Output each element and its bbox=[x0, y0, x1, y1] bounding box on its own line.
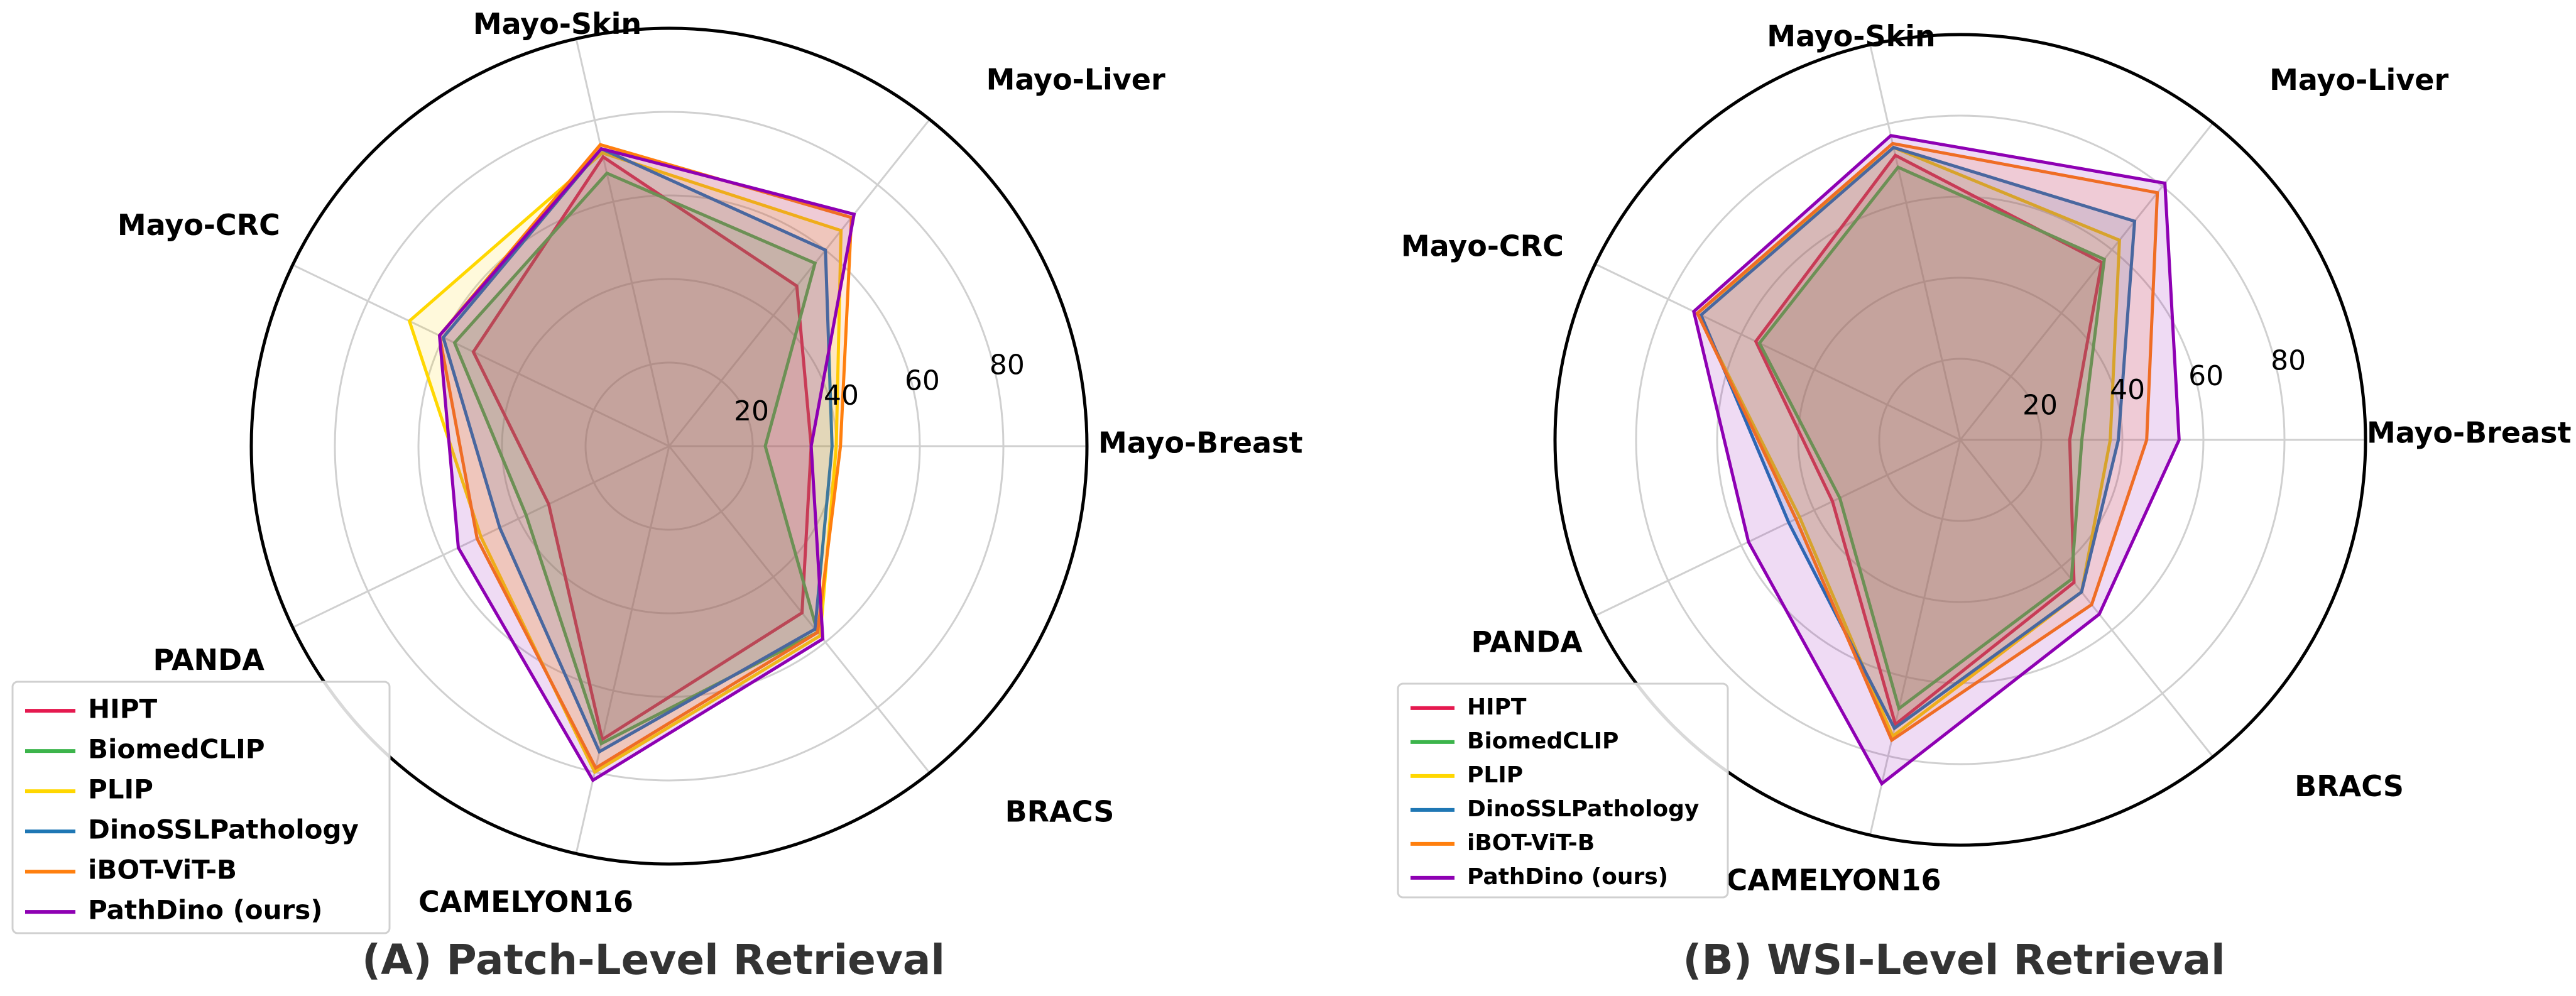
legend-entry: PathDino (ours) bbox=[88, 895, 322, 926]
legend-entry: PLIP bbox=[88, 774, 153, 805]
radial-tick-label: 20 bbox=[2022, 390, 2058, 422]
axis-label-mayo-liver: Mayo-Liver bbox=[2269, 63, 2448, 97]
series-area-hipt bbox=[471, 155, 813, 742]
legend-frame bbox=[11, 681, 391, 934]
radial-tick-label: 40 bbox=[824, 380, 859, 412]
outer-ring bbox=[249, 26, 1089, 866]
axis-label-camelyon16: CAMELYON16 bbox=[418, 885, 633, 919]
axis-spoke bbox=[1959, 439, 2214, 758]
series-area-biomedclip bbox=[1757, 165, 2106, 711]
axis-label-mayo-breast: Mayo-Breast bbox=[2367, 416, 2571, 450]
axis-label-bracs: BRACS bbox=[1005, 794, 1115, 828]
axis-label-camelyon16: CAMELYON16 bbox=[1726, 863, 1941, 897]
axis-spoke bbox=[668, 119, 931, 447]
series-area-pathdino-ours- bbox=[437, 146, 856, 783]
axis-label-mayo-skin: Mayo-Skin bbox=[473, 7, 641, 41]
legend-entry: BiomedCLIP bbox=[88, 734, 265, 765]
legend-frame bbox=[1397, 682, 1729, 899]
legend-entry: DinoSSLPathology bbox=[1467, 796, 1699, 822]
legend-entry: iBOT-ViT-B bbox=[1467, 830, 1595, 856]
radar-chart-0: 20 40 60 80 Mayo-Breast Mayo-Liver Mayo-Skin Ma… bbox=[11, 7, 1302, 984]
radial-tick-label: 60 bbox=[2188, 360, 2224, 392]
subplot-caption: (B) WSI-Level Retrieval bbox=[1683, 936, 2225, 984]
axis-spoke bbox=[1595, 439, 1961, 617]
series-area-dinosslpathology bbox=[1699, 145, 2137, 731]
axis-label-mayo-crc: Mayo-CRC bbox=[1401, 229, 1564, 263]
series-area-ibot-vit-b bbox=[1695, 141, 2159, 743]
axis-label-bracs: BRACS bbox=[2295, 769, 2404, 803]
axis-label-mayo-crc: Mayo-CRC bbox=[117, 208, 280, 242]
axis-spoke bbox=[1869, 439, 1962, 836]
axis-label-mayo-liver: Mayo-Liver bbox=[986, 63, 1165, 97]
legend-entry: DinoSSLPathology bbox=[88, 814, 359, 845]
axis-spoke bbox=[575, 446, 670, 854]
axis-spoke bbox=[668, 446, 931, 774]
series-area-plip bbox=[407, 151, 843, 775]
legend-entry: BiomedCLIP bbox=[1467, 728, 1618, 754]
series-area-dinosslpathology bbox=[441, 146, 834, 754]
axis-spoke bbox=[575, 38, 670, 447]
radial-tick-label: 60 bbox=[905, 365, 940, 397]
radial-tick-label: 80 bbox=[990, 349, 1025, 381]
radar-chart-1: 20 40 60 80 Mayo-Breast Mayo-Liver Mayo-Skin Ma… bbox=[1397, 19, 2571, 984]
radial-tick-label: 40 bbox=[2110, 374, 2145, 406]
series-area-hipt bbox=[1754, 153, 2104, 728]
legend: HIPT BiomedCLIP PLIP DinoSSLPathology iBOT-V… bbox=[1397, 682, 1729, 899]
legend-entry: HIPT bbox=[1467, 694, 1527, 720]
axis-label-panda: PANDA bbox=[1471, 625, 1583, 659]
legend: HIPT BiomedCLIP PLIP DinoSSLPathology iBOT-V… bbox=[11, 681, 391, 934]
series-area-pathdino-ours- bbox=[1692, 134, 2181, 786]
series-area-biomedclip bbox=[452, 171, 820, 746]
legend-entry: PLIP bbox=[1467, 762, 1523, 788]
legend-entry: HIPT bbox=[88, 694, 158, 725]
axis-label-mayo-breast: Mayo-Breast bbox=[1098, 426, 1302, 460]
radial-tick-label: 80 bbox=[2271, 344, 2306, 376]
legend-entry: PathDino (ours) bbox=[1467, 864, 1668, 890]
outer-ring bbox=[1553, 33, 2367, 847]
legend-entry: iBOT-ViT-B bbox=[88, 855, 237, 885]
radial-tick-label: 20 bbox=[734, 395, 769, 427]
axis-spoke bbox=[292, 264, 670, 447]
subplot-caption: (A) Patch-Level Retrieval bbox=[362, 936, 945, 984]
axis-spoke bbox=[1869, 44, 1962, 441]
axis-label-mayo-skin: Mayo-Skin bbox=[1767, 19, 1935, 53]
series-area-ibot-vit-b bbox=[437, 143, 853, 770]
axis-spoke bbox=[1595, 263, 1961, 441]
axis-label-panda: PANDA bbox=[153, 643, 265, 677]
axis-spoke bbox=[1959, 122, 2214, 441]
